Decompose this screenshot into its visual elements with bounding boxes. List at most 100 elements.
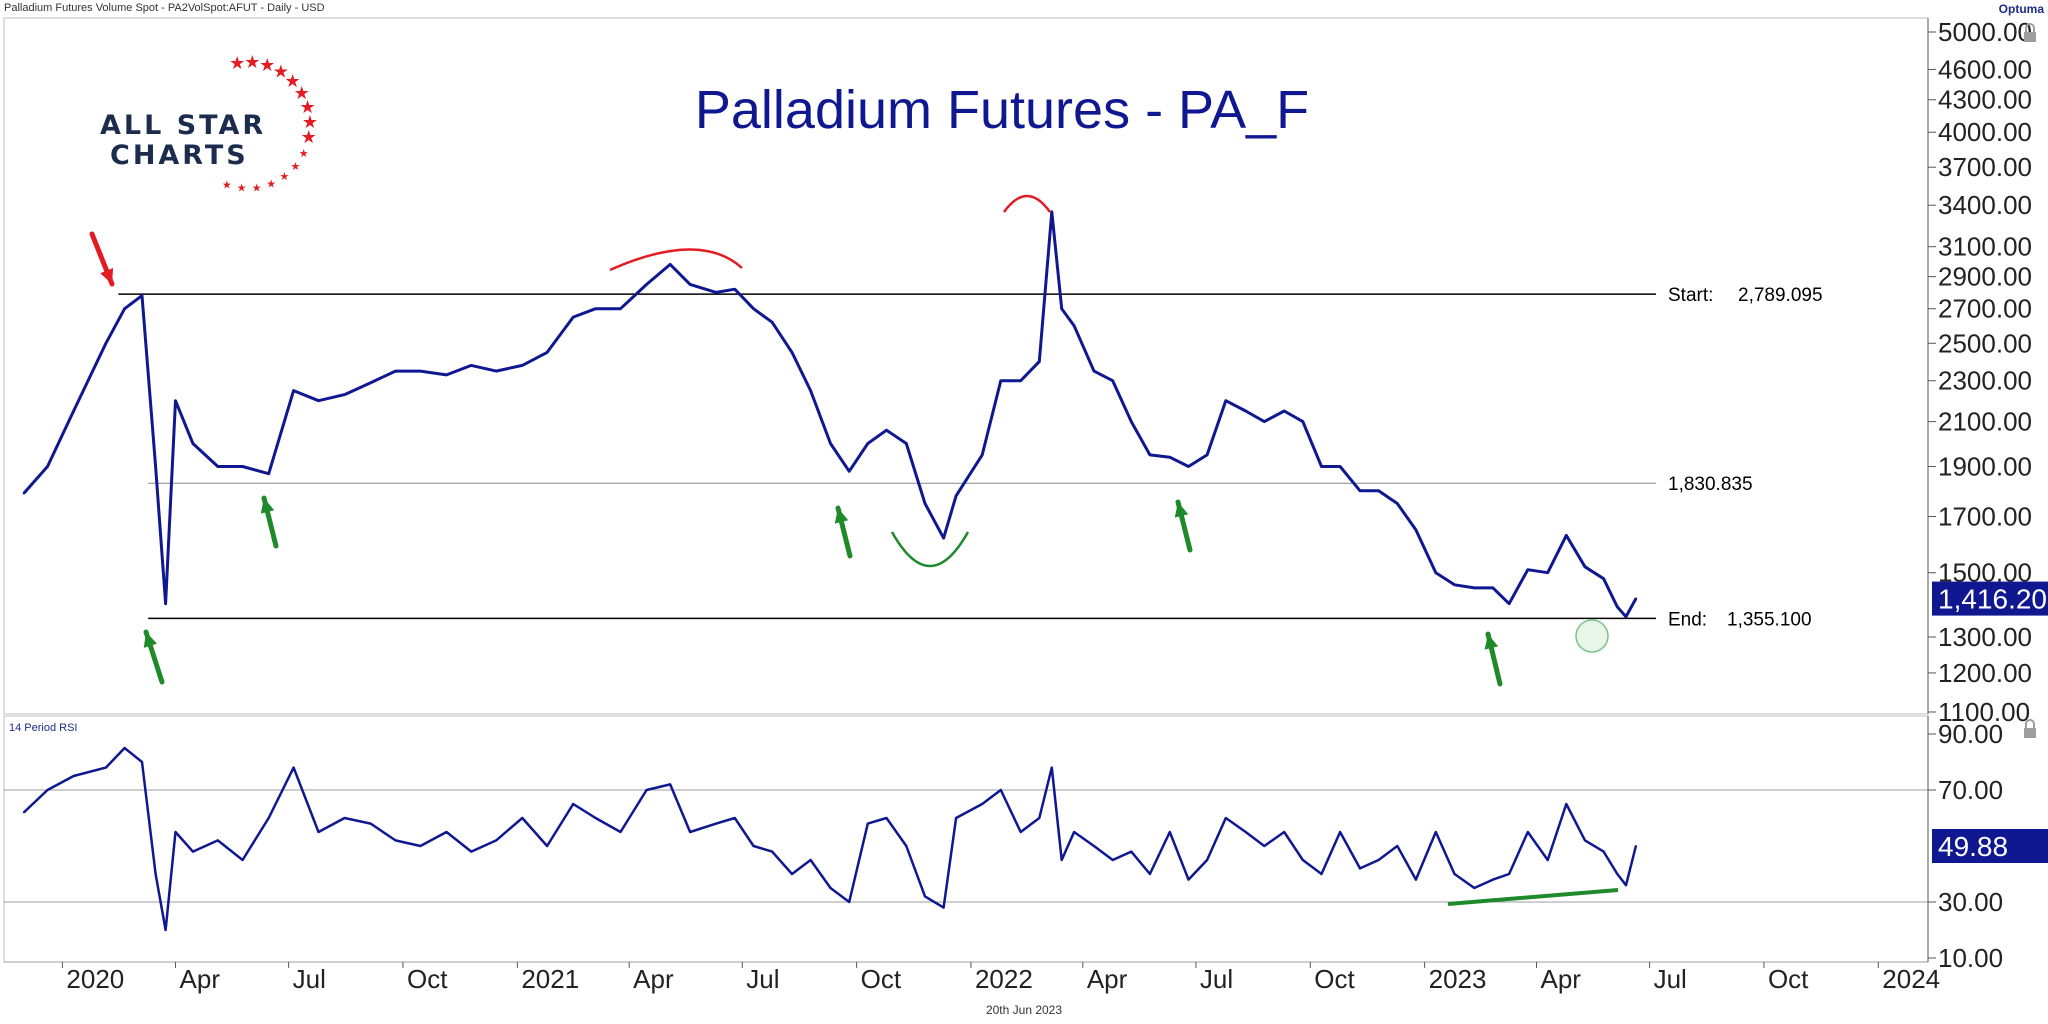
price-y-tick-label: 1300.00 [1938,622,2032,652]
price-point [1565,534,1568,537]
logo-star-icon: ★ [280,170,290,183]
rsi-point [1283,831,1286,833]
rsi-point [369,822,372,825]
rsi-point [546,845,549,847]
rsi-point [1224,817,1227,819]
rsi-point [140,761,143,763]
price-point [191,442,195,445]
rsi-point [292,766,295,769]
logo-star-icon: ★ [291,160,301,173]
price-point [1377,489,1380,493]
rsi-point [1508,873,1511,875]
price-point [1187,465,1190,468]
price-point [1396,502,1399,505]
price-series-line [22,210,1638,619]
price-point [292,389,295,392]
price-point [905,442,908,445]
rsi-y-tick-label: 10.00 [1938,943,2003,973]
rsi-point [1624,884,1627,887]
price-point [394,369,397,373]
level-value: 2,789.095 [1738,285,1823,306]
logo-star-icon: ★ [252,181,262,194]
rsi-point [715,822,718,825]
rsi-point [22,811,25,814]
price-point [494,369,498,373]
price-y-tick-label: 2500.00 [1938,328,2032,358]
price-point [1583,565,1587,568]
price-point [829,442,832,445]
rsi-point [1111,859,1114,861]
rsi-point [942,906,945,909]
rsi-point [848,901,851,903]
rsi-point [866,822,869,825]
logo-star-icon: ★ [244,52,260,73]
x-tick-label: Oct [407,964,448,994]
price-point [1546,571,1549,574]
rsi-point [1093,845,1096,847]
rsi-point [594,817,597,819]
logo-text-line2: CHARTS [110,140,249,171]
rsi-point [1073,831,1076,833]
lock-icon[interactable] [2024,23,2036,42]
x-tick-label: Apr [1087,964,1128,994]
rsi-point [1148,873,1151,875]
x-tick-label: 2021 [521,964,579,994]
rsi-point [241,859,244,861]
rsi-point [669,783,672,786]
price-point [1414,528,1418,532]
rsi-point [343,817,346,819]
price-point [733,288,737,291]
rsi-point [1616,873,1619,875]
rsi-point [923,895,926,898]
rsi-point [1206,859,1209,861]
last-price-badge [1932,581,2048,616]
rsi-point [645,789,648,791]
x-tick-label: 2023 [1429,964,1487,994]
price-point [123,307,126,310]
price-y-tick-label: 3700.00 [1938,152,2032,182]
rsi-point [445,831,448,833]
logo-text-line1: ALL STAR [100,110,266,141]
price-point [1338,465,1342,468]
rsi-point [885,817,888,819]
rsi-point [174,831,177,833]
last-rsi-label: 49.88 [1938,831,2008,862]
price-point [1301,420,1305,423]
level-value: 1,830.835 [1668,474,1753,495]
price-point [1634,597,1638,600]
x-tick-label: Apr [180,964,221,994]
rsi-point [1168,831,1171,833]
rsi-point [572,803,575,805]
lock-icon[interactable] [2024,719,2036,738]
price-point [668,263,672,266]
rsi-point [154,873,157,875]
rsi-point [394,839,397,842]
rsi-point [1339,831,1342,833]
rsi-point [999,789,1002,791]
rsi-point [1038,817,1041,819]
price-point [46,465,49,468]
rsi-point [752,845,755,847]
rsi-point [981,803,984,805]
rsi-point [216,839,219,842]
logo-stars-icon: ★★★★★★★★★★★★★★★★ [222,52,318,195]
price-point [1507,602,1511,605]
price-point [1224,399,1227,402]
rsi-panel-label: 14 Period RSI [9,722,77,734]
rsi-point [790,873,793,875]
price-point [545,351,549,354]
rsi-point [809,859,812,861]
logo-star-icon: ★ [299,147,309,160]
level-label: Start: [1668,285,1713,306]
price-y-tick-label: 4000.00 [1938,117,2032,147]
support-arrow-icon [143,629,165,685]
price-point [714,291,718,294]
rsi-point [1414,878,1417,881]
x-tick-label: Jul [1200,964,1233,994]
support-arrow-icon [260,495,279,549]
price-y-tick-label: 3100.00 [1938,232,2032,262]
bottom-arc [890,531,970,568]
symbol-header: Palladium Futures Volume Spot - PA2VolSp… [4,2,325,14]
